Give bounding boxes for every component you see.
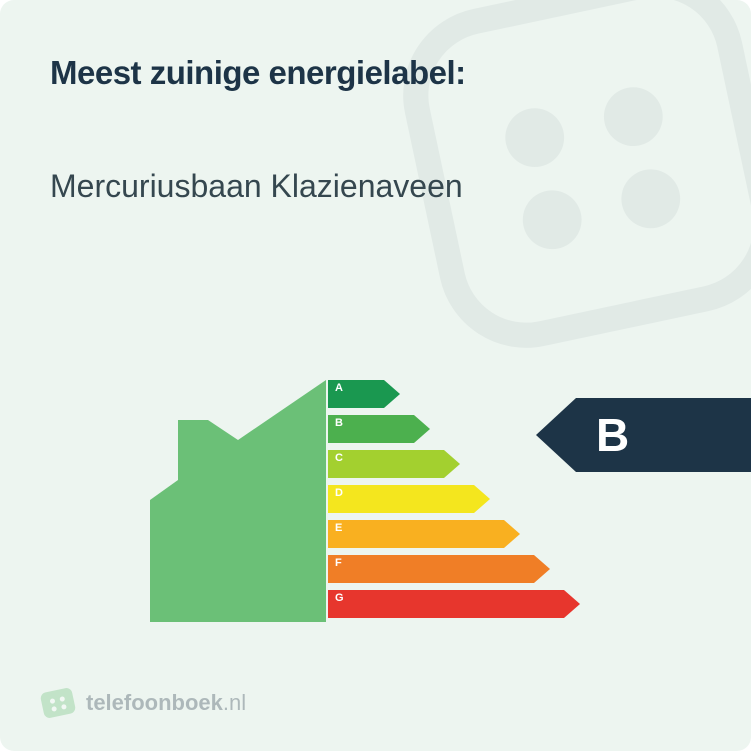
location-name: Mercuriusbaan Klazienaveen [50, 168, 463, 205]
footer-brand: telefoonboek.nl [40, 685, 246, 721]
brand-logo-icon [40, 685, 76, 721]
energy-label-card: Meest zuinige energielabel: Mercuriusbaa… [0, 0, 751, 751]
brand-text: telefoonboek.nl [86, 690, 246, 716]
bar-label: G [335, 592, 344, 604]
brand-name: telefoonboek [86, 690, 223, 716]
bar-label: E [335, 522, 342, 534]
brand-tld: .nl [223, 690, 246, 716]
badge-arrow-icon [536, 398, 576, 472]
rating-badge: B [536, 398, 751, 472]
house-icon [148, 372, 328, 632]
badge-body: B [576, 398, 751, 472]
bar-label: B [335, 417, 343, 429]
bar-label: A [335, 382, 343, 394]
bar-label: D [335, 487, 343, 499]
bar-label: F [335, 557, 342, 569]
bar-label: C [335, 452, 343, 464]
page-title: Meest zuinige energielabel: [50, 54, 466, 92]
rating-letter: B [596, 408, 629, 462]
